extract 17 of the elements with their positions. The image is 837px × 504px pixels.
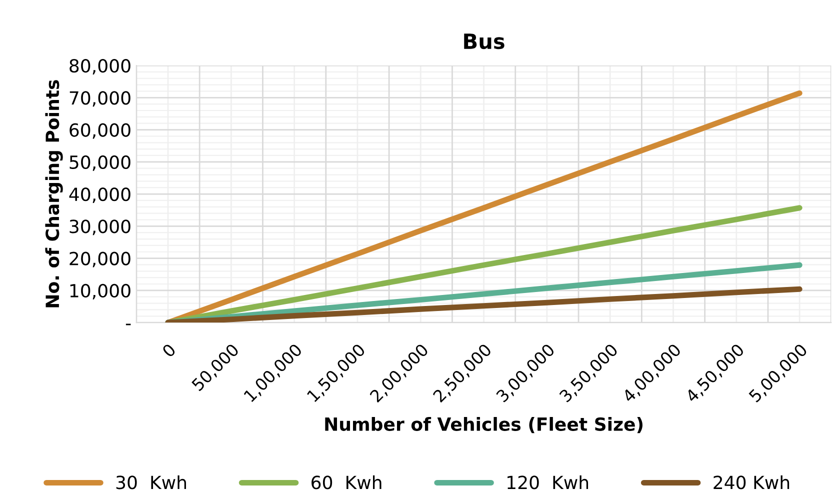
legend-label: 240 Kwh <box>714 475 790 490</box>
x-tick-label: 0 <box>161 342 176 358</box>
legend-label: 60 Kwh <box>312 475 382 490</box>
y-tick-label: - <box>126 324 131 326</box>
x-axis-title: Number of Vehicles (Fleet Size) <box>325 417 642 434</box>
y-tick-label: 40,000 <box>69 188 130 203</box>
y-axis-title: No. of Charging Points <box>45 80 63 308</box>
y-tick-label: 30,000 <box>70 220 130 236</box>
legend-label: 30 Kwh <box>116 475 186 490</box>
y-tick-label: 20,000 <box>70 252 130 268</box>
chart-title: Bus <box>464 34 504 50</box>
y-tick-label: 60,000 <box>70 123 130 139</box>
legend-label: 120 Kwh <box>508 475 588 490</box>
y-tick-label: 70,000 <box>70 91 130 107</box>
y-tick-label: 80,000 <box>70 58 130 74</box>
y-tick-label: 10,000 <box>70 284 130 300</box>
y-tick-label: 50,000 <box>70 155 130 171</box>
